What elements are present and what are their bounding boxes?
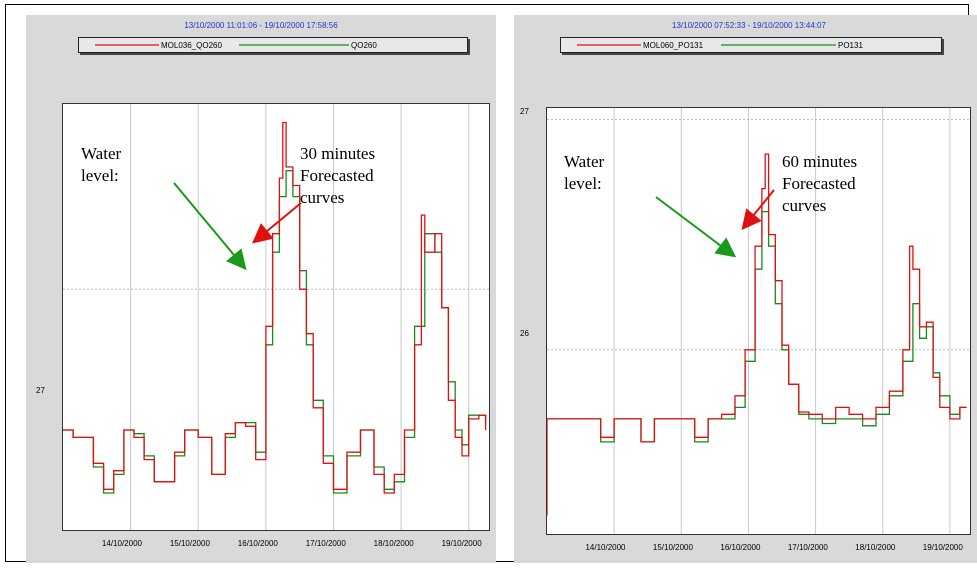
x-tick-label: 15/10/2000 — [652, 543, 693, 552]
x-tick-label: 14/10/2000 — [585, 543, 626, 552]
y-tick-label-27: 27 — [36, 386, 45, 395]
annotation-water-level: Water level: — [81, 144, 122, 185]
annotation-water-level: Water level: — [564, 152, 605, 193]
line-chart-30min — [63, 104, 489, 530]
x-tick-label: 16/10/2000 — [237, 539, 278, 548]
x-tick-label: 19/10/2000 — [922, 543, 963, 552]
chart-panel-30min: 13/10/2000 11:01:06 - 19/10/2000 17:58:5… — [26, 15, 496, 563]
series-line-qo260 — [63, 170, 487, 494]
x-tick-label: 18/10/2000 — [855, 543, 896, 552]
series-line-mol060_po131 — [547, 153, 967, 516]
x-axis-ticks: 14/10/2000 15/10/2000 16/10/2000 17/10/2000… — [62, 539, 490, 553]
legend-label-forecast: MOL060_PO131 — [643, 41, 704, 50]
line-chart-60min — [547, 108, 970, 534]
x-tick-label: 16/10/2000 — [720, 543, 761, 552]
figure-frame: 13/10/2000 11:01:06 - 19/10/2000 17:58:5… — [5, 4, 977, 563]
chart-date-range: 13/10/2000 11:01:06 - 19/10/2000 17:58:5… — [184, 21, 338, 30]
plot-area-60min — [546, 107, 971, 535]
y-tick-label-26: 26 — [520, 329, 529, 338]
x-tick-label: 18/10/2000 — [373, 539, 414, 548]
x-tick-label: 17/10/2000 — [787, 543, 828, 552]
chart-panel-60min: 13/10/2000 07:52:33 - 19/10/2000 13:44:0… — [514, 15, 977, 563]
legend-label-observed: PO131 — [838, 41, 863, 50]
series-line-mol036_qo260 — [63, 121, 487, 494]
chart-legend: MOL060_PO131 PO131 — [560, 37, 942, 53]
plot-area-30min — [62, 103, 490, 531]
x-tick-label: 15/10/2000 — [169, 539, 210, 548]
chart-date-range: 13/10/2000 07:52:33 - 19/10/2000 13:44:0… — [672, 21, 826, 30]
y-tick-label-27: 27 — [520, 107, 529, 116]
legend-label-forecast: MOL036_QO260 — [161, 41, 222, 50]
x-tick-label: 19/10/2000 — [441, 539, 482, 548]
x-tick-label: 14/10/2000 — [101, 539, 142, 548]
x-tick-label: 17/10/2000 — [305, 539, 346, 548]
annotation-forecast-60min: 60 minutes Forecasted curves — [782, 152, 858, 215]
x-axis-ticks: 14/10/2000 15/10/2000 16/10/2000 17/10/2000… — [546, 543, 971, 557]
annotation-forecast-30min: 30 minutes Forecasted curves — [300, 144, 376, 207]
chart-legend: MOL036_QO260 QO260 — [78, 37, 468, 53]
legend-label-observed: QO260 — [351, 41, 377, 50]
